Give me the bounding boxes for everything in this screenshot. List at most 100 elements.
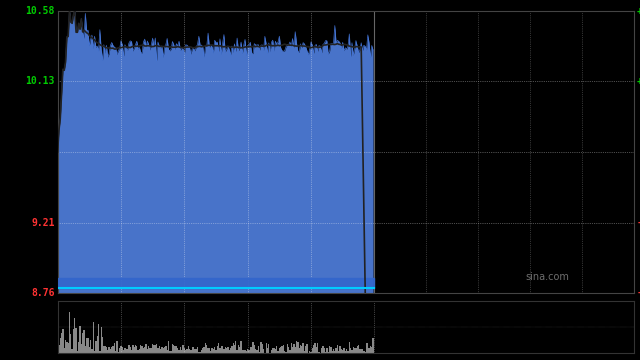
- Bar: [161, 347, 163, 353]
- Bar: [81, 344, 82, 353]
- Bar: [206, 345, 207, 353]
- Bar: [285, 352, 287, 353]
- Bar: [98, 324, 99, 353]
- Bar: [353, 347, 354, 353]
- Bar: [132, 345, 134, 353]
- Bar: [253, 345, 255, 353]
- Bar: [300, 345, 301, 353]
- Bar: [252, 342, 253, 353]
- Bar: [337, 345, 338, 353]
- Bar: [284, 351, 285, 353]
- Bar: [201, 350, 202, 353]
- Bar: [58, 345, 60, 353]
- Bar: [313, 346, 314, 353]
- Bar: [173, 345, 175, 353]
- Bar: [127, 350, 128, 353]
- Bar: [106, 347, 107, 353]
- Text: sina.com: sina.com: [525, 272, 569, 282]
- Bar: [70, 334, 72, 353]
- Bar: [228, 350, 230, 353]
- Bar: [189, 350, 190, 353]
- Bar: [239, 347, 241, 353]
- Bar: [169, 351, 170, 353]
- Bar: [230, 348, 231, 353]
- Bar: [345, 351, 346, 353]
- Bar: [339, 346, 340, 353]
- Bar: [168, 341, 169, 353]
- Bar: [288, 347, 289, 353]
- Bar: [74, 318, 76, 353]
- Bar: [272, 348, 273, 353]
- Bar: [231, 346, 232, 353]
- Bar: [360, 350, 362, 353]
- Bar: [287, 344, 288, 353]
- Bar: [255, 350, 256, 353]
- Bar: [346, 349, 348, 353]
- Text: +4.73%: +4.73%: [636, 76, 640, 86]
- Bar: [124, 348, 125, 353]
- Bar: [372, 338, 374, 353]
- Text: +9.45%: +9.45%: [636, 6, 640, 16]
- Bar: [188, 346, 189, 353]
- Bar: [370, 346, 371, 353]
- Bar: [210, 351, 211, 353]
- Bar: [67, 343, 69, 353]
- Bar: [332, 351, 333, 353]
- Bar: [99, 351, 100, 353]
- Bar: [225, 347, 226, 353]
- Bar: [163, 348, 164, 353]
- Bar: [61, 333, 62, 353]
- Bar: [65, 341, 66, 353]
- Bar: [108, 347, 109, 353]
- Bar: [88, 347, 90, 353]
- Bar: [73, 329, 74, 353]
- Bar: [202, 348, 204, 353]
- Bar: [317, 343, 318, 353]
- Bar: [220, 348, 221, 353]
- Bar: [328, 352, 329, 353]
- Bar: [83, 330, 84, 353]
- Bar: [175, 346, 176, 353]
- Bar: [304, 351, 305, 353]
- Bar: [115, 351, 116, 353]
- Bar: [84, 346, 86, 353]
- Bar: [122, 347, 123, 353]
- Bar: [259, 352, 260, 353]
- Bar: [179, 350, 180, 353]
- Bar: [147, 350, 148, 353]
- Bar: [113, 346, 114, 353]
- Bar: [246, 351, 247, 353]
- Bar: [111, 347, 113, 353]
- Bar: [267, 348, 268, 353]
- Bar: [92, 349, 93, 353]
- Bar: [330, 347, 332, 353]
- Bar: [222, 346, 223, 353]
- Bar: [165, 346, 166, 353]
- Bar: [312, 348, 313, 353]
- Bar: [207, 348, 209, 353]
- Bar: [283, 346, 284, 353]
- Bar: [350, 347, 351, 353]
- Bar: [90, 340, 92, 353]
- Bar: [316, 347, 317, 353]
- Bar: [277, 351, 278, 353]
- Bar: [102, 337, 103, 353]
- Bar: [323, 346, 324, 353]
- Bar: [234, 345, 235, 353]
- Bar: [292, 347, 293, 353]
- Bar: [107, 350, 108, 353]
- Bar: [129, 347, 131, 353]
- Bar: [191, 347, 193, 353]
- Bar: [305, 346, 307, 353]
- Bar: [266, 343, 267, 353]
- Bar: [197, 347, 198, 353]
- Bar: [309, 351, 310, 353]
- Bar: [156, 344, 157, 353]
- Bar: [238, 345, 239, 353]
- Bar: [200, 352, 201, 353]
- Bar: [329, 346, 330, 353]
- Bar: [134, 347, 135, 353]
- Bar: [303, 343, 304, 353]
- Bar: [157, 348, 159, 353]
- Text: 9.21: 9.21: [31, 218, 54, 228]
